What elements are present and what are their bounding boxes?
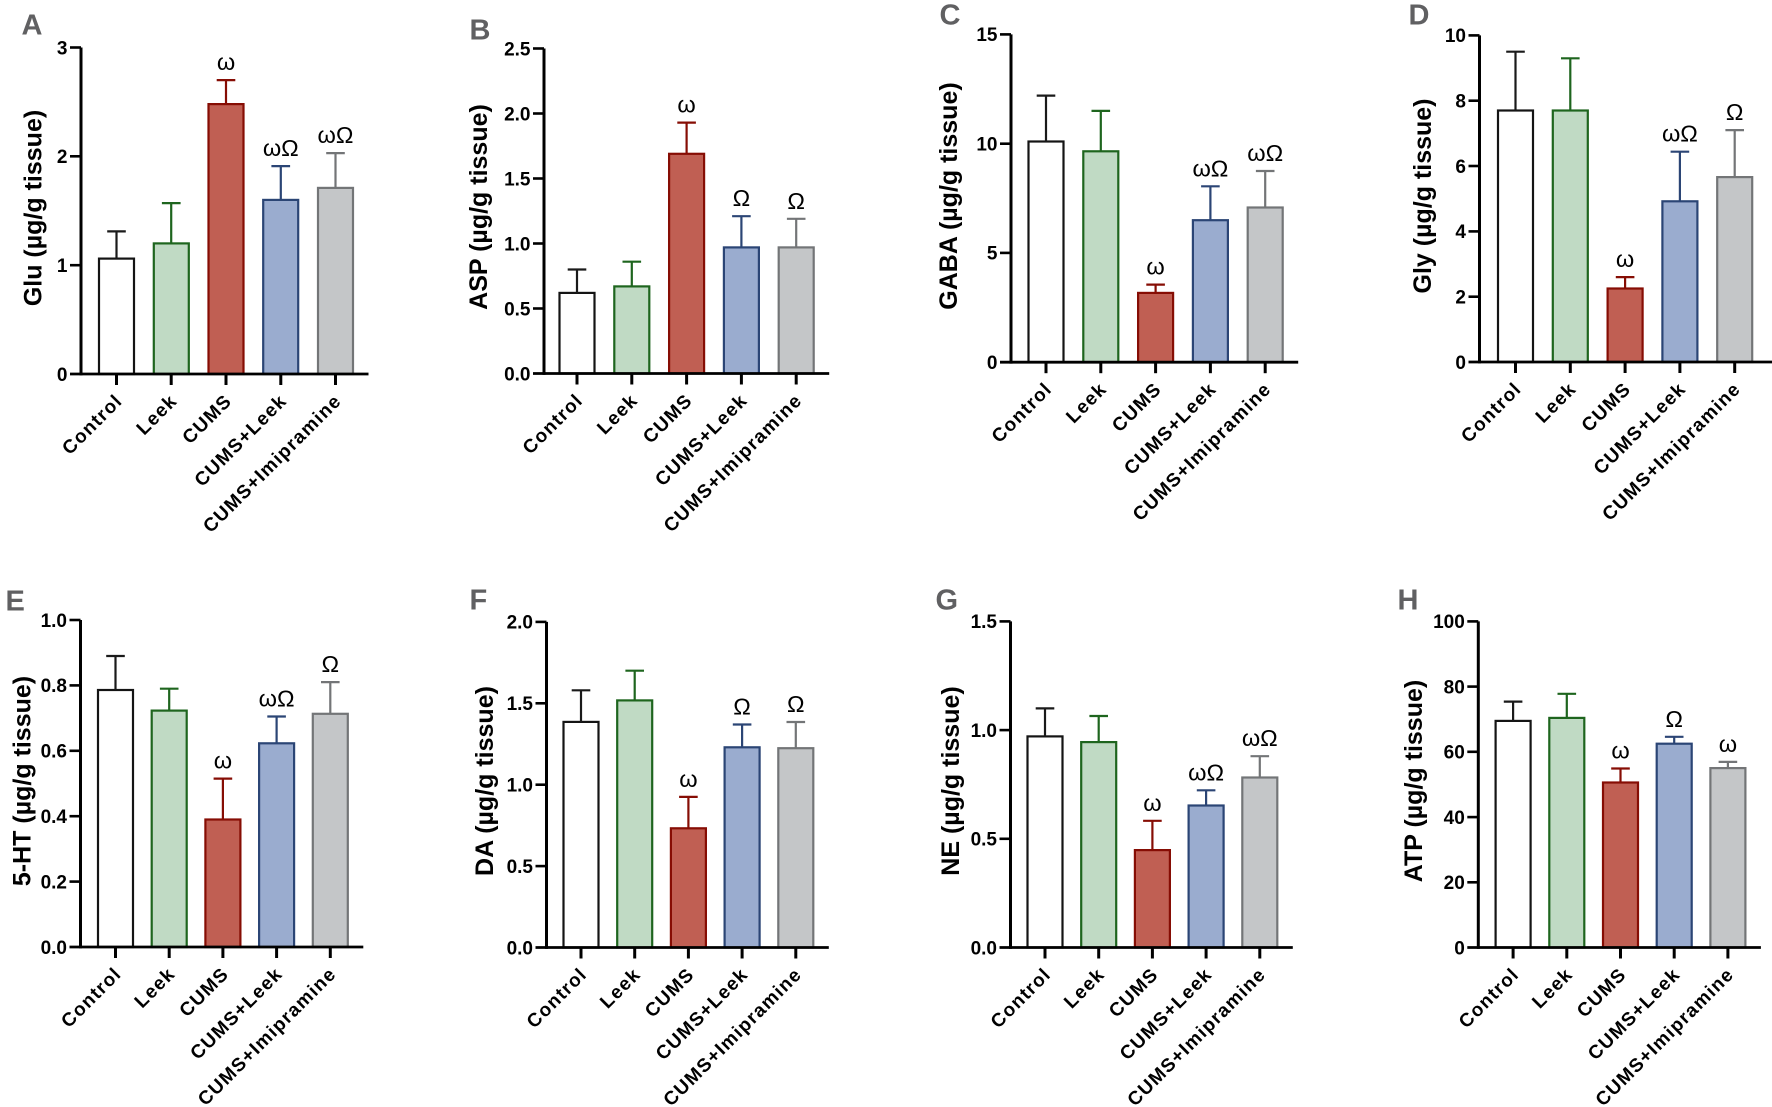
svg-text:ω: ω	[214, 748, 232, 774]
svg-text:0: 0	[987, 353, 998, 374]
svg-text:0: 0	[57, 365, 68, 386]
svg-text:0.0: 0.0	[507, 938, 533, 959]
svg-text:G: G	[936, 585, 959, 617]
svg-text:2: 2	[57, 147, 68, 168]
svg-text:0.0: 0.0	[504, 364, 530, 385]
svg-text:Ω: Ω	[733, 694, 751, 720]
svg-text:ω: ω	[679, 766, 697, 792]
svg-text:1: 1	[57, 256, 68, 277]
svg-text:10: 10	[1445, 26, 1466, 47]
svg-text:5-HT (µg/g tissue): 5-HT (µg/g tissue)	[9, 676, 37, 886]
svg-text:Ω: Ω	[1726, 99, 1744, 125]
svg-text:2.0: 2.0	[507, 613, 533, 634]
svg-text:Ω: Ω	[1665, 706, 1683, 732]
svg-text:ωΩ: ωΩ	[263, 135, 299, 161]
svg-text:1.0: 1.0	[971, 721, 997, 742]
svg-text:ωΩ: ωΩ	[1188, 759, 1224, 785]
svg-text:ASP (µg/g tissue): ASP (µg/g tissue)	[465, 104, 493, 310]
svg-text:ω: ω	[677, 92, 695, 118]
svg-text:H: H	[1398, 585, 1419, 617]
svg-text:0.4: 0.4	[41, 807, 68, 828]
svg-text:1.5: 1.5	[507, 694, 534, 715]
svg-text:20: 20	[1444, 873, 1465, 894]
svg-text:ω: ω	[1616, 246, 1634, 272]
svg-text:Gly (µg/g tissue): Gly (µg/g tissue)	[1409, 99, 1437, 294]
svg-text:8: 8	[1455, 92, 1466, 113]
svg-text:ωΩ: ωΩ	[1242, 725, 1278, 751]
svg-text:1.5: 1.5	[504, 169, 531, 190]
svg-text:ω: ω	[217, 49, 235, 75]
svg-text:0.5: 0.5	[504, 299, 531, 320]
svg-text:Ω: Ω	[322, 651, 340, 677]
svg-text:NE (µg/g tissue): NE (µg/g tissue)	[937, 686, 965, 875]
svg-text:A: A	[22, 10, 43, 42]
svg-text:5: 5	[987, 244, 998, 265]
svg-text:2.0: 2.0	[504, 104, 530, 125]
svg-text:2.5: 2.5	[504, 39, 531, 60]
svg-text:3: 3	[57, 38, 68, 59]
svg-text:ωΩ: ωΩ	[1247, 140, 1283, 166]
svg-text:15: 15	[976, 25, 998, 46]
svg-text:0: 0	[1455, 353, 1466, 374]
svg-text:6: 6	[1455, 157, 1466, 178]
svg-text:Ω: Ω	[733, 185, 751, 211]
svg-text:B: B	[470, 15, 491, 47]
svg-text:Ω: Ω	[787, 188, 805, 214]
svg-text:1.5: 1.5	[971, 612, 998, 633]
svg-text:40: 40	[1444, 808, 1465, 829]
svg-text:0.6: 0.6	[41, 742, 67, 763]
svg-text:0: 0	[1454, 938, 1465, 959]
svg-text:Ω: Ω	[787, 691, 805, 717]
svg-text:ω: ω	[1143, 790, 1161, 816]
svg-text:0.0: 0.0	[971, 938, 997, 959]
svg-text:ω: ω	[1611, 738, 1629, 764]
svg-text:2: 2	[1455, 288, 1466, 309]
svg-text:1.0: 1.0	[507, 776, 533, 797]
svg-text:C: C	[940, 0, 961, 32]
svg-text:10: 10	[976, 135, 997, 156]
svg-text:DA (µg/g tissue): DA (µg/g tissue)	[471, 686, 499, 876]
svg-text:ωΩ: ωΩ	[1662, 121, 1698, 147]
svg-text:60: 60	[1444, 743, 1465, 764]
svg-text:1.0: 1.0	[41, 611, 67, 632]
svg-text:4: 4	[1455, 222, 1466, 243]
svg-text:ω: ω	[1719, 731, 1737, 757]
svg-text:0.8: 0.8	[41, 676, 67, 697]
svg-text:0.0: 0.0	[41, 938, 67, 959]
svg-text:E: E	[6, 586, 25, 618]
svg-text:Glu (µg/g tissue): Glu (µg/g tissue)	[20, 110, 48, 306]
svg-text:0.5: 0.5	[507, 857, 534, 878]
svg-text:ωΩ: ωΩ	[318, 122, 354, 148]
svg-text:ATP (µg/g tissue): ATP (µg/g tissue)	[1400, 680, 1428, 882]
svg-text:0.2: 0.2	[41, 872, 67, 893]
svg-text:F: F	[470, 585, 488, 617]
svg-text:D: D	[1409, 0, 1430, 32]
svg-text:ωΩ: ωΩ	[259, 686, 295, 712]
svg-text:80: 80	[1444, 677, 1465, 698]
svg-text:1.0: 1.0	[504, 234, 530, 255]
svg-text:GABA (µg/g tissue): GABA (µg/g tissue)	[935, 82, 963, 309]
svg-text:0.5: 0.5	[971, 830, 998, 851]
svg-text:ω: ω	[1146, 254, 1164, 280]
svg-text:100: 100	[1433, 612, 1465, 633]
svg-text:ωΩ: ωΩ	[1192, 155, 1228, 181]
